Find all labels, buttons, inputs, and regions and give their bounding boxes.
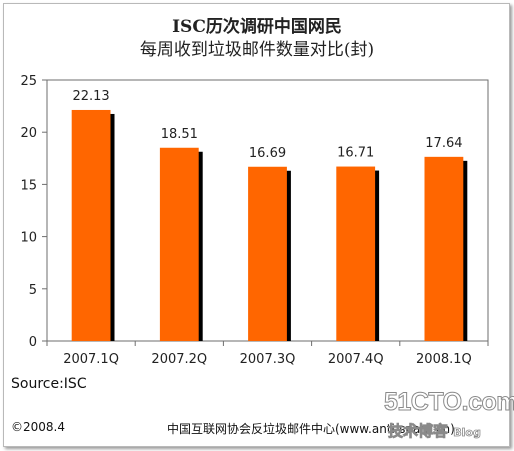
- data-label: 17.64: [425, 136, 462, 151]
- bar-series: 22.13 18.51 16.69 16.71 17.64: [71, 89, 468, 341]
- bar-2008.1Q: [424, 156, 464, 341]
- bar-2007.1Q: [71, 109, 111, 341]
- data-label: 18.51: [161, 127, 198, 142]
- y-axis: 0 5 10 15 20 25: [20, 74, 47, 350]
- data-label: 16.71: [337, 146, 374, 161]
- x-tick-label: 2007.2Q: [151, 352, 207, 367]
- watermark-site: 51CTO.com: [384, 388, 514, 417]
- watermark-subtitle: 技术博客 Blog: [388, 420, 482, 441]
- chart-title-line-1: ISC历次调研中国网民: [172, 17, 342, 37]
- data-label: 16.69: [249, 146, 286, 161]
- y-tick-label: 25: [20, 74, 37, 89]
- x-tick-label: 2007.4Q: [328, 352, 384, 367]
- y-tick-label: 5: [29, 283, 37, 298]
- watermark: 51CTO.com 技术博客 Blog: [384, 388, 514, 444]
- watermark-tag: Blog: [453, 426, 481, 440]
- x-tick-label: 2008.1Q: [416, 352, 472, 367]
- x-axis: 2007.1Q 2007.2Q 2007.3Q 2007.4Q 2008.1Q: [46, 341, 489, 367]
- y-tick-label: 20: [20, 126, 37, 141]
- bar-2007.2Q: [159, 147, 199, 341]
- y-tick-label: 15: [20, 178, 37, 193]
- x-tick-label: 2007.3Q: [240, 352, 296, 367]
- bar-2007.4Q: [336, 166, 376, 341]
- organization-credit: 中国互联网协会反垃圾邮件中心(www.anti-spam.cn): [167, 422, 455, 436]
- data-label: 22.13: [72, 89, 109, 104]
- copyright-date: ©2008.4: [11, 420, 65, 434]
- y-tick-label: 10: [20, 231, 37, 246]
- bar-2007.3Q: [248, 166, 287, 341]
- source-label: Source:ISC: [11, 376, 87, 392]
- watermark-sub-text: 技术博客: [388, 422, 449, 441]
- y-tick-label: 0: [29, 335, 37, 350]
- x-tick-label: 2007.1Q: [63, 352, 119, 367]
- chart-title-line-2: 每周收到垃圾邮件数量对比(封): [139, 40, 375, 60]
